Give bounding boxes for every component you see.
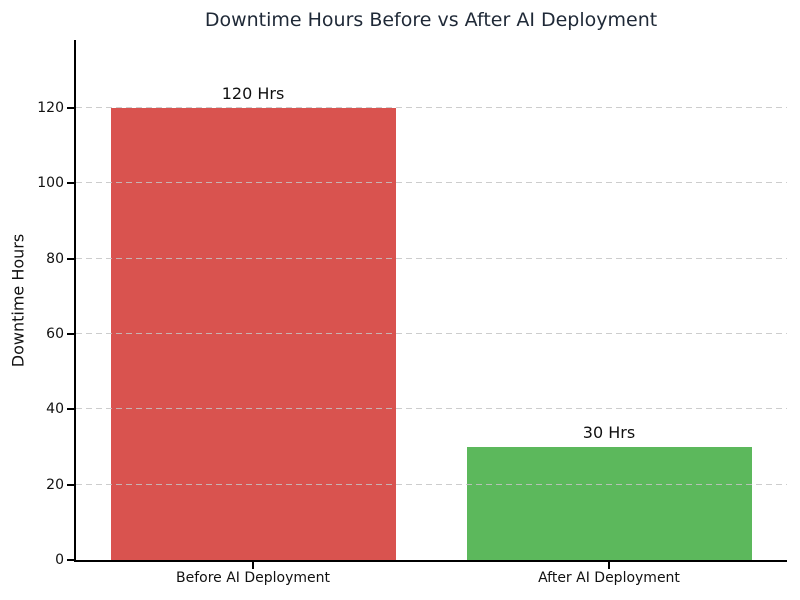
- y-tick-label: 40: [46, 401, 64, 418]
- y-axis-label: Downtime Hours: [8, 233, 28, 368]
- bar-after: [467, 447, 752, 560]
- x-tick-label: After AI Deployment: [538, 570, 680, 586]
- y-axis-spine: [74, 40, 76, 562]
- y-tick-mark: [67, 332, 74, 335]
- y-tick-mark: [67, 182, 74, 185]
- bar-value-label: 120 Hrs: [221, 84, 285, 103]
- y-tick-label: 20: [46, 476, 64, 493]
- gridline: [76, 182, 787, 184]
- gridline: [76, 106, 787, 108]
- y-tick-mark: [67, 257, 74, 260]
- y-tick-label: 100: [37, 175, 64, 192]
- gridline: [76, 257, 787, 259]
- y-tick-label: 60: [46, 325, 64, 342]
- bar-value-label: 30 Hrs: [582, 423, 636, 442]
- y-tick-label: 80: [46, 250, 64, 267]
- x-tick-mark: [252, 562, 254, 569]
- y-tick-label: 0: [55, 552, 64, 568]
- x-tick-mark: [608, 562, 610, 569]
- y-tick-mark: [67, 559, 74, 561]
- y-tick-mark: [67, 408, 74, 411]
- x-tick-label: Before AI Deployment: [175, 570, 330, 586]
- gridline: [76, 408, 787, 410]
- x-axis-spine: [74, 560, 787, 562]
- bar-before: [111, 108, 396, 560]
- gridline: [76, 332, 787, 334]
- y-tick-label: 120: [37, 99, 64, 116]
- chart-title: Downtime Hours Before vs After AI Deploy…: [204, 9, 658, 31]
- y-tick-mark: [67, 483, 74, 486]
- y-tick-mark: [67, 106, 74, 109]
- gridline: [76, 483, 787, 485]
